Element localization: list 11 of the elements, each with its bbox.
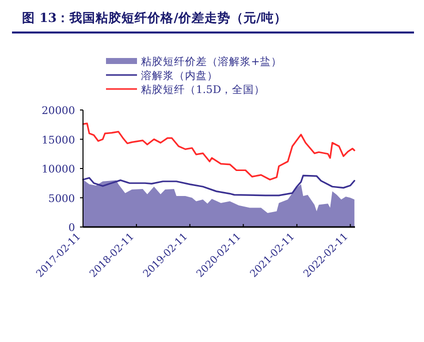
chart-title: 图 13：我国粘胶短纤价格/价差走势（元/吨） — [22, 10, 287, 25]
legend-label: 粘胶短纤价差（溶解浆+盐） — [141, 55, 282, 68]
legend-label: 溶解浆（内盘） — [141, 69, 218, 82]
y-tick-label: 0 — [68, 222, 75, 234]
y-tick-label: 20000 — [42, 105, 75, 117]
line-series — [82, 174, 356, 196]
legend-label: 粘胶短纤（1.5D，全国） — [141, 83, 266, 96]
y-tick-label: 10000 — [42, 164, 75, 176]
y-tick-label: 15000 — [42, 134, 75, 146]
line-series — [82, 122, 356, 180]
y-tick-label: 5000 — [48, 192, 75, 205]
